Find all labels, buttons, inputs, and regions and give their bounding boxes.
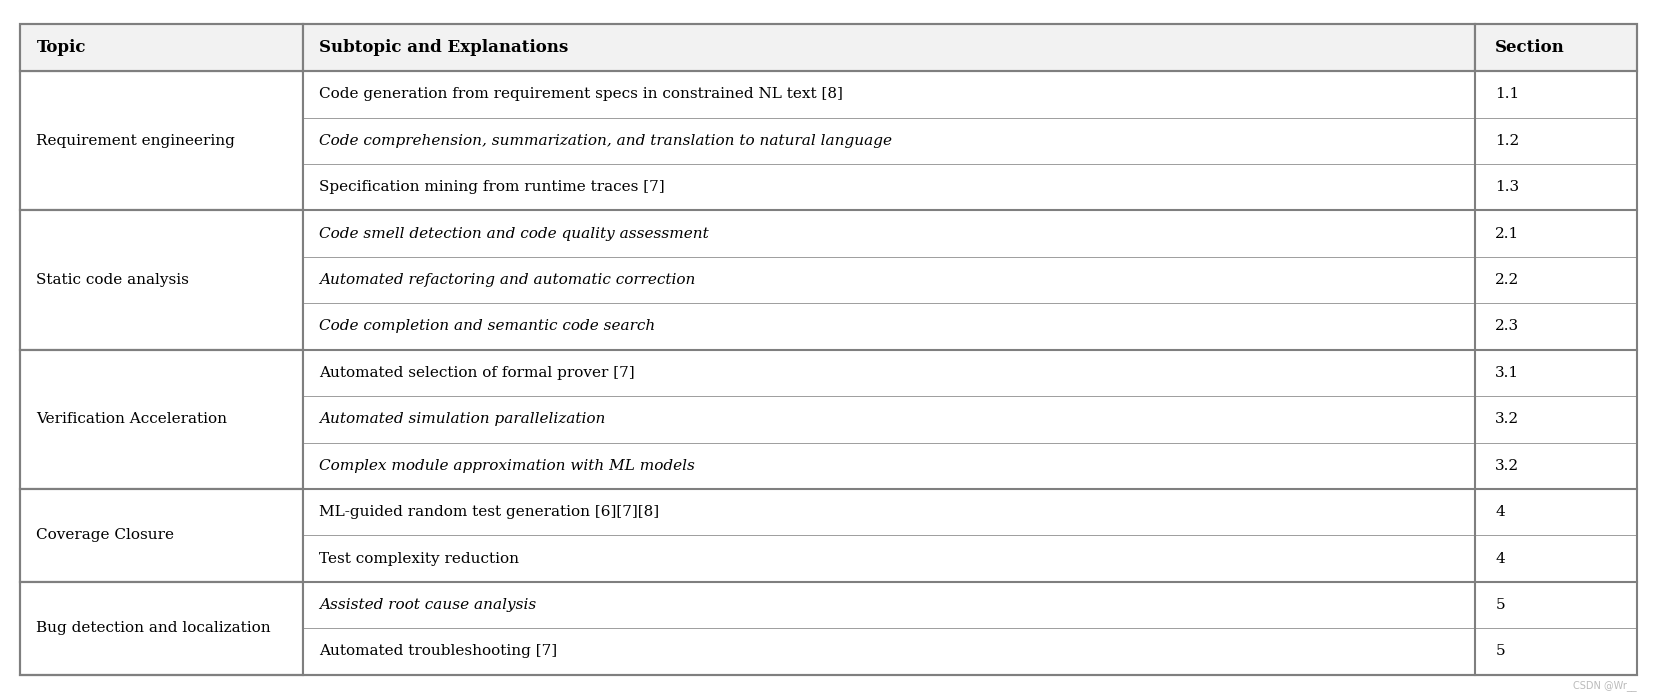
Text: Complex module approximation with ML models: Complex module approximation with ML mod… (320, 459, 696, 473)
Text: Code comprehension, summarization, and translation to natural language: Code comprehension, summarization, and t… (320, 134, 893, 148)
Bar (20, 489, 303, 582)
Bar (1475, 396, 1637, 442)
Text: Assisted root cause analysis: Assisted root cause analysis (320, 598, 537, 612)
Text: 3.1: 3.1 (1495, 366, 1519, 380)
Bar (1475, 303, 1637, 350)
Bar (303, 24, 1475, 71)
Bar (1475, 117, 1637, 164)
Text: 3.2: 3.2 (1495, 459, 1519, 473)
Bar (20, 350, 303, 489)
Bar (303, 210, 1475, 257)
Bar (303, 396, 1475, 442)
Bar (1475, 489, 1637, 535)
Text: Automated selection of formal prover [7]: Automated selection of formal prover [7] (320, 366, 635, 380)
Text: Bug detection and localization: Bug detection and localization (36, 621, 272, 635)
Text: Code completion and semantic code search: Code completion and semantic code search (320, 319, 656, 333)
Bar (1475, 582, 1637, 628)
Bar (303, 442, 1475, 489)
Text: Topic: Topic (36, 39, 86, 57)
Bar (20, 71, 303, 210)
Bar (1475, 628, 1637, 675)
Text: Automated simulation parallelization: Automated simulation parallelization (320, 412, 606, 426)
Text: Section: Section (1495, 39, 1564, 57)
Bar (20, 582, 303, 675)
Bar (303, 489, 1475, 535)
Text: Specification mining from runtime traces [7]: Specification mining from runtime traces… (320, 180, 664, 194)
Text: Test complexity reduction: Test complexity reduction (320, 552, 520, 565)
Text: Static code analysis: Static code analysis (36, 273, 189, 287)
Bar (1475, 442, 1637, 489)
Text: 5: 5 (1495, 598, 1505, 612)
Text: 4: 4 (1495, 505, 1505, 519)
Text: ML-guided random test generation [6][7][8]: ML-guided random test generation [6][7][… (320, 505, 659, 519)
Bar (1475, 71, 1637, 117)
Bar (303, 628, 1475, 675)
Text: Subtopic and Explanations: Subtopic and Explanations (320, 39, 568, 57)
Text: CSDN @Wr__: CSDN @Wr__ (1574, 679, 1637, 691)
Bar (303, 117, 1475, 164)
Text: 2.2: 2.2 (1495, 273, 1519, 287)
Bar (1475, 350, 1637, 396)
Bar (1475, 257, 1637, 303)
Text: Requirement engineering: Requirement engineering (36, 134, 235, 148)
Text: Code smell detection and code quality assessment: Code smell detection and code quality as… (320, 226, 709, 240)
Text: 1.2: 1.2 (1495, 134, 1519, 148)
Bar (1475, 24, 1637, 71)
Text: 1.1: 1.1 (1495, 87, 1519, 101)
Bar (1475, 535, 1637, 582)
Bar (303, 71, 1475, 117)
Text: 5: 5 (1495, 644, 1505, 658)
Bar (303, 257, 1475, 303)
Text: 1.3: 1.3 (1495, 180, 1519, 194)
Text: 3.2: 3.2 (1495, 412, 1519, 426)
Bar (1475, 210, 1637, 257)
Bar (303, 164, 1475, 210)
Text: Automated troubleshooting [7]: Automated troubleshooting [7] (320, 644, 558, 658)
Bar (1475, 164, 1637, 210)
Text: Verification Acceleration: Verification Acceleration (36, 412, 227, 426)
Bar (303, 582, 1475, 628)
Bar (303, 535, 1475, 582)
Text: 4: 4 (1495, 552, 1505, 565)
Bar (20, 210, 303, 350)
Text: Coverage Closure: Coverage Closure (36, 528, 174, 542)
Bar (303, 350, 1475, 396)
Text: Automated refactoring and automatic correction: Automated refactoring and automatic corr… (320, 273, 696, 287)
Text: Code generation from requirement specs in constrained NL text [8]: Code generation from requirement specs i… (320, 87, 843, 101)
Text: 2.3: 2.3 (1495, 319, 1519, 333)
Text: 2.1: 2.1 (1495, 226, 1519, 240)
Bar (20, 24, 303, 71)
Bar (303, 303, 1475, 350)
